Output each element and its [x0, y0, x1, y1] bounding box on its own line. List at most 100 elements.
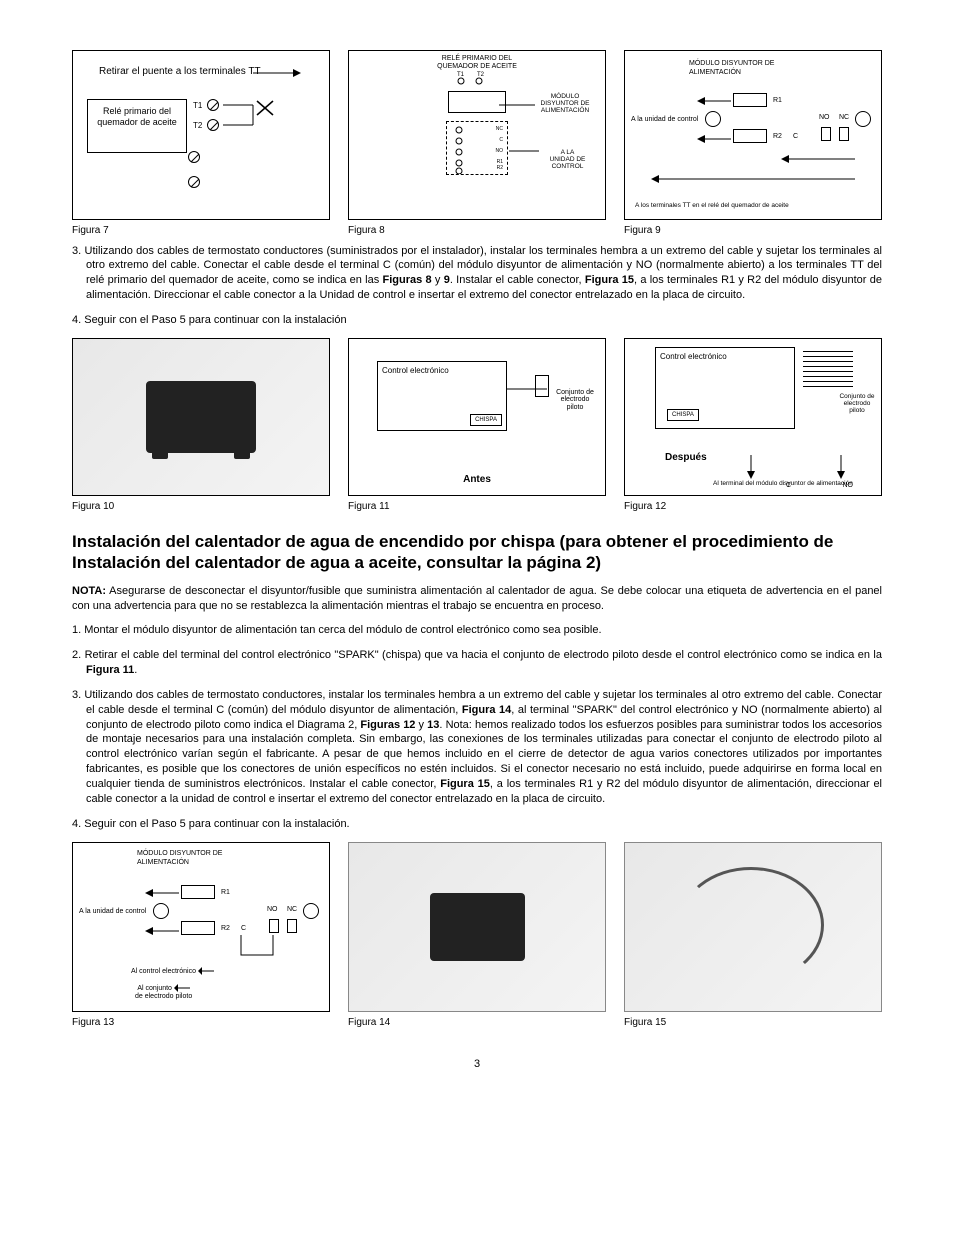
fig10-caption: Figura 10: [72, 500, 330, 514]
fig12-line-stack: [803, 351, 853, 391]
t: MÓDULO: [551, 93, 580, 100]
t: Figura 14: [462, 704, 511, 716]
figure-15-photo: [624, 842, 882, 1012]
t: 2. Retirar el cable del terminal del con…: [72, 649, 882, 661]
figure-13: MÓDULO DISYUNTOR DE ALIMENTACIÓN A la un…: [72, 842, 330, 1030]
fig12-bottom-wires: [741, 451, 861, 481]
fig11-control-box: Control electrónico CHISPA: [377, 361, 507, 431]
fig9-r1-box: [733, 93, 767, 107]
t: y: [432, 274, 444, 286]
figure-11: Control electrónico CHISPA Conjunto de e…: [348, 338, 606, 514]
fig8-tt-circles: [457, 77, 487, 87]
fig8-bracket: [499, 101, 539, 109]
fig7-caption: Figura 7: [72, 224, 330, 238]
fig12-right-box: Conjunto de electrodo piloto: [837, 393, 877, 414]
fig12-despues-label: Después: [665, 451, 707, 465]
section-heading: Instalación del calentador de agua de en…: [72, 531, 882, 574]
fig9-r1-label: R1: [773, 96, 782, 105]
fig8-coils: [453, 124, 483, 174]
fig13-terminal-sq: [287, 919, 297, 933]
t: Figura 15: [440, 778, 490, 790]
fig13-nc-label: NC: [287, 905, 297, 914]
t: Al control electrónico: [131, 968, 196, 975]
figure-7-diagram: Retirar el puente a los terminales TT Re…: [72, 50, 330, 220]
fig13-line1: Al control electrónico: [131, 967, 214, 976]
fig13-c-label: C: [241, 924, 246, 933]
module-icon: [430, 893, 525, 961]
t: Al conjunto: [137, 985, 172, 992]
t: Figura 15: [585, 274, 634, 286]
fig8-caption: Figura 8: [348, 224, 606, 238]
module-icon: [146, 381, 256, 453]
figure-row-top: Retirar el puente a los terminales TT Re…: [72, 50, 882, 238]
page-number: 3: [72, 1057, 882, 1072]
figure-row-bottom: MÓDULO DISYUNTOR DE ALIMENTACIÓN A la un…: [72, 842, 882, 1030]
s-paragraph-3: 3. Utilizando dos cables de termostato c…: [72, 688, 882, 807]
fig9-terminal-sq: [821, 127, 831, 141]
fig13-connector-circle: [303, 903, 319, 919]
fig8-dashed-box: NC C NO R1 R2: [446, 121, 508, 175]
fig13-r2-box: [181, 921, 215, 935]
fig9-connector-circle: [855, 111, 871, 127]
fig13-arrows-left: [81, 883, 181, 943]
fig8-module-box: [448, 91, 506, 113]
paragraph-3: 3. Utilizando dos cables de termostato c…: [72, 244, 882, 303]
fig7-relay-box: Relé primario del quemador de aceite: [87, 99, 187, 153]
fig11-caption: Figura 11: [348, 500, 606, 514]
fig13-terminal-sq: [269, 919, 279, 933]
figure-8-diagram: RELÉ PRIMARIO DEL QUEMADOR DE ACEITE T1 …: [348, 50, 606, 220]
figure-12-diagram: Control electrónico CHISPA Conjunto de e…: [624, 338, 882, 496]
t: Figuras 8: [383, 274, 432, 286]
fig11-center-label: Antes: [463, 473, 491, 487]
t: UNIDAD DE: [550, 156, 586, 163]
fig8-right-label-2: A LA UNIDAD DE CONTROL: [540, 149, 595, 170]
fig9-bottom-arrows: [635, 151, 865, 191]
figure-14: Figura 14: [348, 842, 606, 1030]
t: 13: [427, 719, 439, 731]
fig13-title: MÓDULO DISYUNTOR DE ALIMENTACIÓN: [137, 849, 265, 868]
arrow-line: [253, 67, 303, 79]
fig13-r1-label: R1: [221, 888, 230, 897]
fig8-bracket2: [509, 147, 543, 155]
fig9-terminal-sq: [839, 127, 849, 141]
t: .: [134, 664, 137, 676]
fig7-t2-label: T2: [193, 121, 202, 132]
fig13-caption: Figura 13: [72, 1016, 330, 1030]
fig8-no: NO: [496, 148, 504, 155]
fig7-terminal: [207, 119, 219, 131]
figure-row-mid: Figura 10 Control electrónico CHISPA Con…: [72, 338, 882, 514]
fig12-chispa-badge: CHISPA: [667, 409, 699, 421]
fig9-r2-label: R2: [773, 132, 782, 141]
figure-13-diagram: MÓDULO DISYUNTOR DE ALIMENTACIÓN A la un…: [72, 842, 330, 1012]
nota-label: NOTA:: [72, 585, 106, 597]
fig7-t1-label: T1: [193, 101, 202, 112]
t: Control electrónico: [382, 366, 449, 375]
t: de electrodo piloto: [135, 993, 192, 1000]
fig7-jumper: [223, 97, 293, 137]
fig8-title: RELÉ PRIMARIO DEL QUEMADOR DE ACEITE: [437, 55, 517, 70]
t: ALIMENTACIÓN: [541, 107, 589, 114]
figure-14-photo: [348, 842, 606, 1012]
fig11-right-label: Conjunto de electrodo piloto: [553, 389, 597, 412]
fig13-line2-3: Al conjunto de electrodo piloto: [135, 984, 192, 1000]
paragraph-4: 4. Seguir con el Paso 5 para continuar c…: [72, 313, 882, 328]
figure-10: Figura 10: [72, 338, 330, 514]
fig9-nc-label: NC: [839, 113, 849, 122]
s-paragraph-2: 2. Retirar el cable del terminal del con…: [72, 648, 882, 678]
figure-8: RELÉ PRIMARIO DEL QUEMADOR DE ACEITE T1 …: [348, 50, 606, 238]
fig13-r1-box: [181, 885, 215, 899]
t: Figuras 12: [360, 719, 415, 731]
fig8-nc: NC: [496, 126, 503, 133]
figure-7: Retirar el puente a los terminales TT Re…: [72, 50, 330, 238]
fig9-r2-box: [733, 129, 767, 143]
fig7-terminal: [188, 176, 200, 188]
fig9-c-label: C: [793, 132, 798, 141]
fig9-no-label: NO: [819, 113, 830, 122]
fig7-terminal: [188, 151, 200, 163]
fig13-bottom-wires: [213, 935, 313, 995]
t: . Instalar el cable conector,: [450, 274, 585, 286]
fig8-right-label-1: MÓDULO DISYUNTOR DE ALIMENTACIÓN: [535, 93, 595, 114]
figure-15: Figura 15: [624, 842, 882, 1030]
nota-paragraph: NOTA: Asegurarse de desconectar el disyu…: [72, 584, 882, 614]
s-paragraph-4: 4. Seguir con el Paso 5 para continuar c…: [72, 817, 882, 832]
